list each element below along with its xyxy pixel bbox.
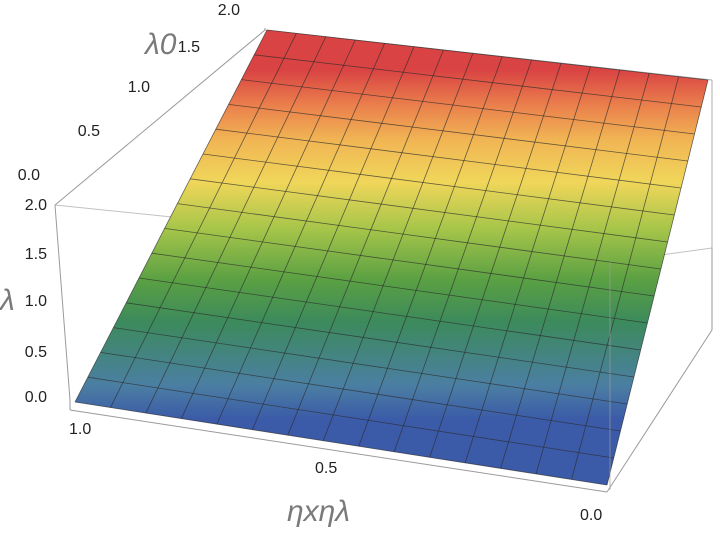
etax-etalambda-tick: 0.5 [315, 460, 337, 477]
mesh-line [606, 79, 709, 486]
mesh-line [177, 203, 661, 270]
mesh-line [74, 401, 608, 486]
mesh-line [464, 66, 591, 463]
mesh-line [100, 352, 621, 432]
box-edge [54, 29, 266, 206]
mesh-line [145, 36, 327, 414]
lambda0-tick: 1.5 [178, 39, 200, 56]
mesh-line [138, 277, 641, 351]
lambda0-tick: 0.5 [78, 123, 100, 140]
mesh-line [216, 43, 385, 425]
mesh-line [241, 79, 695, 135]
lambda-tick: 1.0 [25, 293, 47, 310]
mesh-line [164, 228, 655, 297]
mesh-line [358, 56, 503, 447]
surface-mesh [74, 29, 709, 486]
box-edge [69, 409, 608, 493]
mesh-line [429, 63, 562, 458]
mesh-line [254, 54, 702, 108]
mesh-line [126, 302, 634, 378]
etax-etalambda-axis-label: ηxηλ [287, 495, 350, 528]
box-edge [606, 329, 713, 493]
box-edge [54, 204, 71, 401]
lambda-tick: 1.5 [25, 246, 47, 263]
mesh-line [113, 327, 628, 405]
mesh-line [228, 104, 688, 162]
mesh-line [535, 73, 650, 475]
mesh-line [181, 39, 356, 419]
etax-etalambda-tick: 1.0 [69, 421, 91, 438]
mesh-line [110, 33, 297, 408]
mesh-line [74, 29, 268, 403]
lambda-axis-label: λ [0, 284, 15, 317]
etax-etalambda-tick: 0.0 [580, 507, 602, 524]
lambda-tick: 0.5 [25, 344, 47, 361]
lambda0-tick: 1.0 [128, 79, 150, 96]
bounding-box-front [54, 204, 713, 493]
mesh-line [393, 59, 532, 452]
mesh-line [322, 53, 474, 441]
mesh-line [251, 46, 415, 430]
mesh-line [571, 76, 679, 480]
lambda-tick: 2.0 [25, 197, 47, 214]
lambda-tick: 0.0 [25, 389, 47, 406]
lambda0-axis-label: λ0 [143, 28, 177, 61]
lambda0-axis-ticks: 0.0 0.5 1.0 1.5 2.0 [18, 2, 240, 184]
mesh-line [87, 376, 614, 459]
mesh-line [215, 128, 682, 189]
mesh-line [202, 153, 675, 216]
mesh-line [190, 178, 668, 243]
etax-etalambda-axis-ticks: 1.0 0.5 0.0 [69, 421, 602, 524]
mesh-line [500, 69, 621, 469]
lambda0-tick: 2.0 [218, 2, 240, 19]
mesh-line [151, 252, 648, 324]
lambda0-tick: 0.0 [18, 167, 40, 184]
mesh-line [266, 29, 709, 81]
lambda-axis-ticks: 0.0 0.5 1.0 1.5 2.0 [25, 197, 47, 406]
mesh-line [287, 49, 444, 436]
